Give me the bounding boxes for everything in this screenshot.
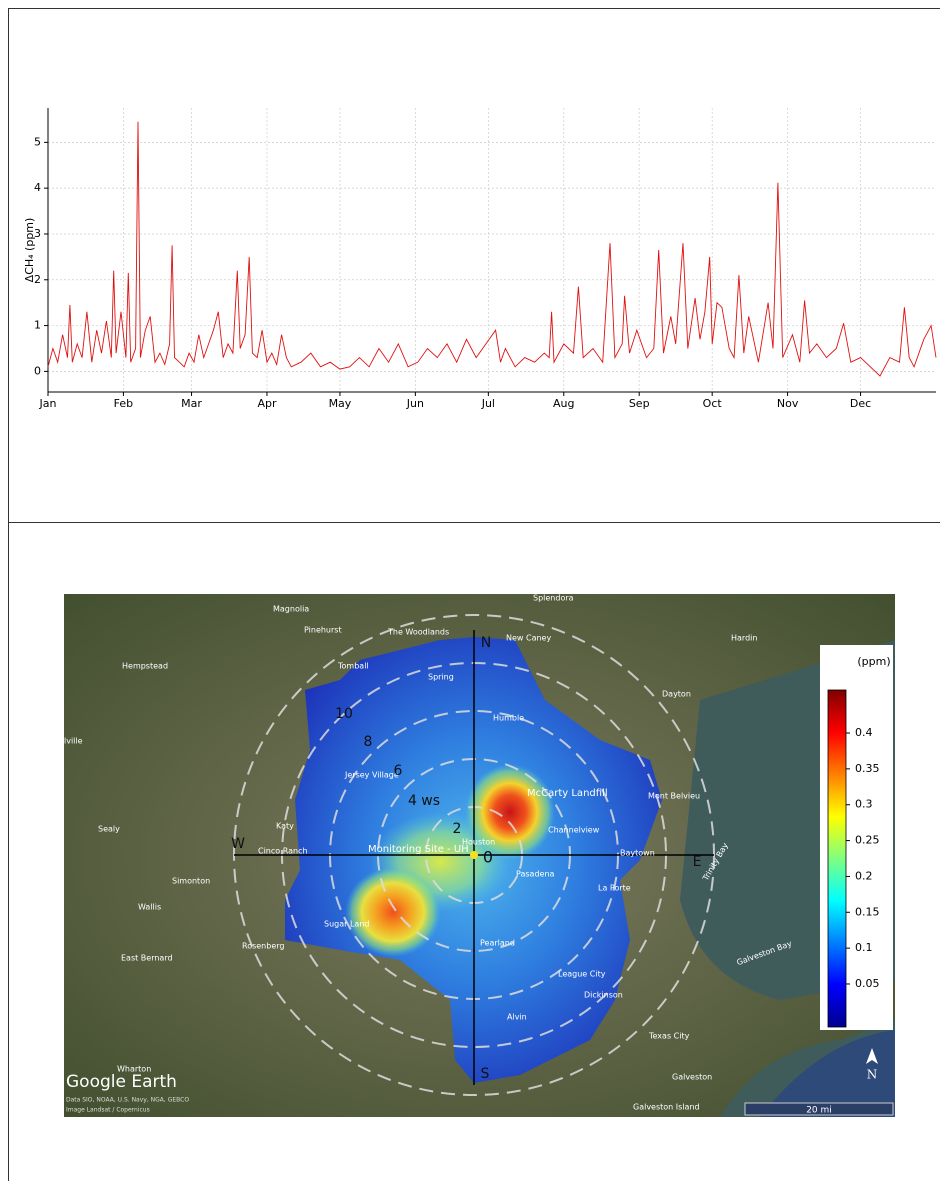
ring-label: 10 [335, 706, 353, 722]
place-label: Baytown [620, 849, 655, 858]
place-label: New Caney [506, 634, 551, 643]
place-label: Monitoring Site - UH [368, 844, 469, 855]
compass-label: N [481, 635, 491, 651]
map: Splendora Magnolia Pinehurst The Woodlands N… [64, 594, 895, 1118]
colorbar-tick-label: 0.25 [855, 834, 880, 847]
y-tick-label: 3 [34, 227, 41, 240]
place-label: La Porte [598, 884, 631, 893]
colorbar-tick-label: 0.15 [855, 905, 880, 918]
place-label: Mont Belvieu [648, 792, 700, 801]
x-tick-label: Apr [257, 397, 277, 410]
place-label: Dickinson [584, 991, 623, 1000]
data-line [48, 122, 936, 376]
x-tick-label: May [329, 397, 352, 410]
ring-label: 0 [483, 848, 493, 867]
place-label: Hardin [731, 634, 757, 643]
page: ΔCH₄ (ppm) 012345JanFebMarAprMayJunJulAu… [0, 0, 940, 1181]
x-tick-label: Nov [777, 397, 799, 410]
credit: Data SIO, NOAA, U.S. Navy, NGA, GEBCO [66, 1097, 189, 1104]
x-tick-label: Jul [481, 397, 495, 410]
place-label: lville [64, 737, 83, 746]
place-label: Jersey Village [344, 771, 399, 780]
place-label: Alvin [507, 1013, 527, 1022]
figure: ΔCH₄ (ppm) 012345JanFebMarAprMayJunJulAu… [0, 0, 940, 1181]
x-tick-label: Feb [114, 397, 133, 410]
x-tick-label: Aug [553, 397, 574, 410]
colorbar-tick-label: 0.1 [855, 941, 873, 954]
x-tick-label: Jan [39, 397, 57, 410]
place-label: Texas City [648, 1032, 690, 1041]
place-label: Katy [276, 822, 294, 831]
x-tick-label: Jun [406, 397, 424, 410]
x-tick-label: Oct [703, 397, 723, 410]
place-label: McCarty Landfill [527, 788, 608, 799]
place-label: Spring [428, 673, 454, 682]
place-label: Magnolia [273, 605, 309, 614]
colorbar [828, 690, 846, 1027]
y-tick-label: 5 [34, 135, 41, 148]
credit: Image Landsat / Copernicus [66, 1107, 150, 1114]
place-label: Pinehurst [304, 626, 342, 635]
ring-label: 8 [364, 734, 373, 750]
x-tick-label: Sep [629, 397, 650, 410]
place-label: Pasadena [516, 870, 555, 879]
place-label: Tomball [337, 662, 369, 671]
colorbar-tick-label: 0.05 [855, 977, 880, 990]
colorbar-tick-label: 0.4 [855, 726, 873, 739]
place-label: Simonton [172, 877, 210, 886]
place-label: Cinco Ranch [258, 847, 308, 856]
colorbar-tick-label: 0.3 [855, 798, 873, 811]
place-label: Sugar Land [324, 920, 369, 929]
colorbar-tick-label: 0.35 [855, 762, 880, 775]
y-tick-label: 4 [34, 181, 41, 194]
place-label: Galveston Island [633, 1103, 700, 1112]
scale-label: 20 mi [806, 1106, 832, 1116]
place-label: Galveston [672, 1073, 712, 1082]
place-label: Channelview [548, 826, 600, 835]
place-label: Wallis [138, 903, 161, 912]
ring-label: 4 ws [408, 793, 440, 809]
place-label: Hempstead [122, 662, 168, 671]
compass-label: S [481, 1066, 490, 1082]
place-label: Dayton [662, 690, 691, 699]
logo: Google Earth [66, 1072, 177, 1092]
place-label: League City [558, 970, 606, 979]
x-tick-label: Mar [181, 397, 202, 410]
compass-label: W [231, 836, 245, 852]
ring-label: 6 [394, 763, 403, 779]
y-tick-label: 0 [34, 364, 41, 377]
compass-label: E [693, 854, 702, 870]
place-label: Humble [493, 714, 524, 723]
ring-label: 2 [453, 821, 462, 837]
north-label: N [867, 1068, 878, 1082]
place-label: Splendora [533, 594, 574, 603]
y-tick-label: 1 [34, 319, 41, 332]
place-label: Sealy [98, 825, 120, 834]
y-tick-label: 2 [34, 273, 41, 286]
x-tick-label: Dec [850, 397, 871, 410]
colorbar-label: (ppm) [857, 655, 890, 668]
place-label: Pearland [480, 939, 515, 948]
place-label: Rosenberg [242, 942, 284, 951]
monitoring-site [470, 851, 478, 859]
place-label: The Woodlands [387, 628, 449, 637]
place-label: East Bernard [121, 954, 173, 963]
colorbar-tick-label: 0.2 [855, 869, 873, 882]
